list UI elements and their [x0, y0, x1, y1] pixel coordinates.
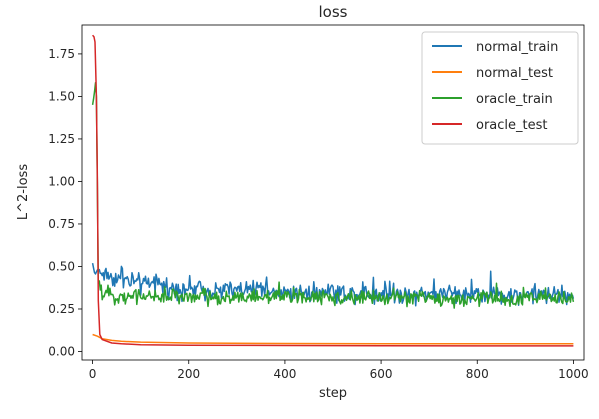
y-axis-label: L^2-loss	[16, 164, 31, 220]
legend-label: normal_test	[476, 66, 553, 81]
x-tick-label: 0	[89, 367, 97, 381]
x-axis-label: step	[319, 386, 347, 401]
y-tick-label: 0.50	[48, 259, 75, 273]
y-tick-label: 0.00	[48, 344, 75, 358]
y-axis: 0.00 0.25 0.50 0.75 1.00 1.25 1.50 1.75	[48, 47, 82, 358]
y-tick-label: 0.75	[48, 217, 75, 231]
x-tick-label: 600	[370, 367, 393, 381]
legend-label: oracle_train	[476, 92, 553, 107]
plot-series	[91, 34, 575, 347]
y-tick-label: 1.75	[48, 47, 75, 61]
series-line-oracle-test	[92, 34, 574, 347]
chart-title: loss	[319, 3, 348, 21]
legend: normal_train normal_test oracle_trainoracl…	[421, 31, 579, 145]
legend-label: normal_train	[476, 40, 558, 55]
x-tick-label: 200	[177, 367, 200, 381]
x-tick-label: 400	[273, 367, 296, 381]
series-line-normal-test	[92, 333, 574, 345]
y-tick-label: 1.50	[48, 89, 75, 103]
series-line-oracle-train	[91, 82, 575, 309]
legend-label: oracle_test	[476, 118, 548, 133]
y-tick-label: 1.00	[48, 174, 75, 188]
y-tick-label: 0.25	[48, 302, 75, 316]
series-line-normal-train	[91, 262, 575, 307]
x-axis: 0 200 400 600 800 1000	[89, 360, 589, 381]
plot-frame	[81, 24, 585, 361]
legend-box	[421, 31, 579, 145]
x-tick-label: 800	[466, 367, 489, 381]
y-tick-label: 1.25	[48, 132, 75, 146]
x-tick-label: 1000	[558, 367, 589, 381]
